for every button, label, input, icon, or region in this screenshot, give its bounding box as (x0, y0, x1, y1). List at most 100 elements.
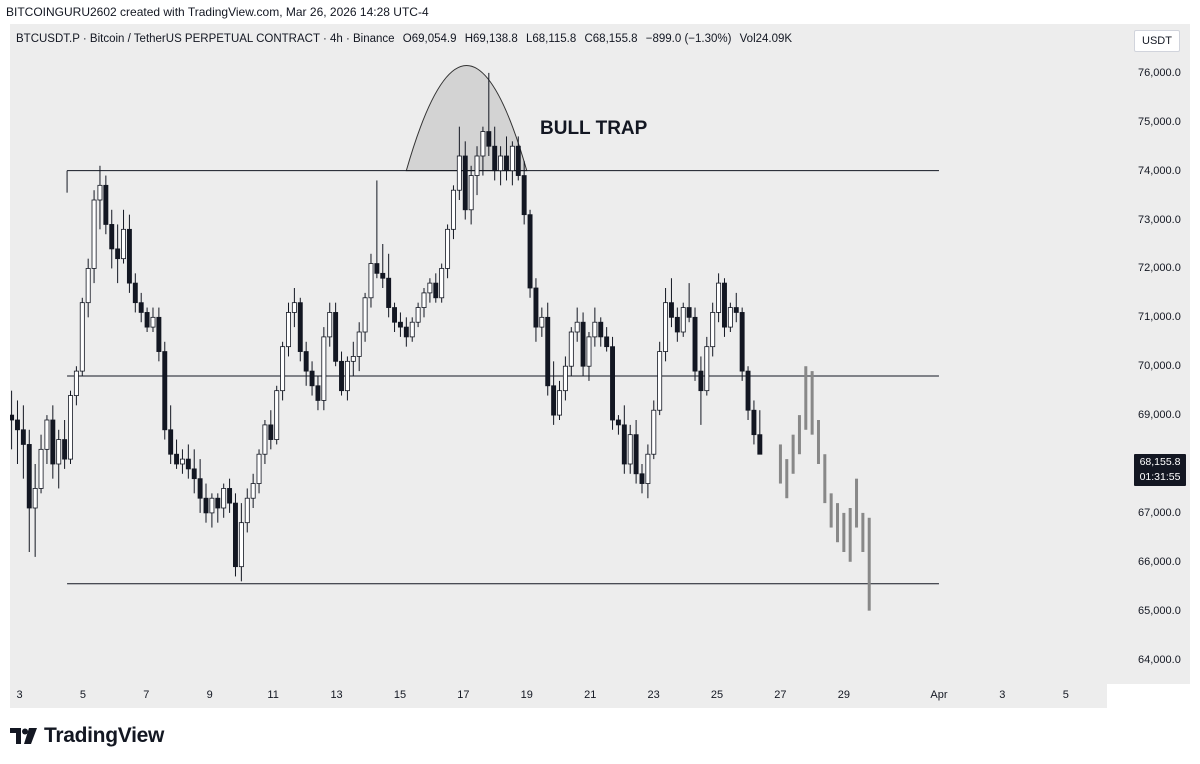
candle-body (179, 458, 185, 465)
projection-bar (861, 512, 865, 552)
time-axis[interactable]: 3 5 7 9 11 13 15 17 19 21 23 25 27 29 Apr 3 5 (10, 684, 1107, 708)
candle-body (38, 448, 44, 489)
candle-body (403, 326, 409, 338)
projection-bar (810, 371, 814, 435)
candle-body (562, 365, 568, 392)
candle-body (250, 483, 256, 499)
candle-body (421, 292, 427, 308)
legend-volume: Vol24.09K (739, 33, 793, 45)
candle-body (115, 248, 121, 260)
candle-body (515, 145, 521, 176)
candle-body (191, 468, 197, 480)
time-tick-label: 21 (584, 689, 597, 701)
projection-bar (816, 420, 820, 464)
time-tick-label: 13 (330, 689, 343, 701)
tradingview-logo[interactable]: TradingView (10, 724, 164, 748)
candle-body (333, 312, 339, 362)
candle-body (633, 434, 639, 475)
candle-body (256, 453, 262, 484)
candle-body (592, 321, 598, 338)
candle-body (727, 307, 733, 328)
time-tick-label: 19 (520, 689, 533, 701)
projection-bar (804, 366, 808, 430)
tradingview-logo-icon (10, 728, 37, 744)
candle-body (197, 478, 203, 499)
candle-body (680, 307, 686, 333)
price-tick-label: 67,000.0 (1138, 506, 1181, 519)
candle-body (545, 316, 551, 387)
candle-body (291, 302, 297, 313)
candle-body (716, 282, 722, 313)
candle-body (533, 287, 539, 328)
candle-body (209, 497, 215, 514)
time-tick-label: 3 (999, 689, 1006, 701)
candle-body (15, 419, 20, 431)
time-tick-label: Apr (930, 689, 948, 701)
candle-body (238, 522, 244, 568)
price-tick-label: 71,000.0 (1138, 311, 1181, 324)
candle-body (397, 321, 403, 328)
price-tick-label: 66,000.0 (1138, 555, 1181, 568)
price-tick-label: 69,000.0 (1138, 409, 1181, 422)
candle-body (698, 370, 704, 392)
candle-body (356, 331, 362, 357)
candle-body (674, 316, 680, 333)
chart-plot-area[interactable]: BULL TRAP BTCUSDT.P · Bitcoin / TetherUS… (10, 24, 1190, 684)
candle-body (427, 282, 433, 294)
bull-trap-dome (405, 65, 528, 172)
legend-symbol: BTCUSDT.P · Bitcoin / TetherUS PERPETUAL… (16, 33, 395, 45)
candle-body (350, 356, 356, 362)
candle-body (733, 307, 739, 313)
legend-high: H69,138.8 (464, 33, 518, 45)
candle-body (374, 263, 380, 274)
candle-body (474, 155, 480, 176)
price-tick-label: 75,000.0 (1138, 115, 1181, 128)
candle-body (751, 409, 757, 436)
time-tick-label: 7 (143, 689, 150, 701)
time-tick-label: 9 (206, 689, 213, 701)
time-tick-label: 25 (710, 689, 724, 701)
candle-body (433, 282, 439, 299)
candle-body (450, 189, 456, 230)
time-tick-label: 15 (393, 689, 407, 701)
projection-bar (836, 503, 840, 543)
candle-body (739, 312, 745, 372)
candle-body (126, 228, 132, 284)
candle-body (144, 312, 150, 328)
candle-body (492, 145, 498, 172)
candle-body (392, 307, 398, 323)
candle-body (262, 424, 268, 455)
candle-body (527, 214, 533, 289)
candle-body (303, 351, 309, 372)
last-price-badge: 68,155.8 01:31:55 (1134, 454, 1186, 486)
candle-body (380, 272, 386, 279)
candle-body (286, 312, 291, 348)
time-tick-label: 23 (647, 689, 660, 701)
price-tick-label: 70,000.0 (1138, 360, 1181, 373)
candle-body (68, 395, 73, 460)
projection-bar (829, 493, 833, 528)
candle-body (339, 360, 344, 392)
candle-body (215, 497, 221, 509)
currency-unit-button[interactable]: USDT (1134, 30, 1180, 52)
candle-body (627, 434, 633, 465)
candle-body (297, 302, 303, 352)
candle-body (504, 155, 509, 172)
symbol-legend: BTCUSDT.P · Bitcoin / TetherUS PERPETUAL… (16, 33, 797, 45)
candle-body (73, 370, 79, 396)
candlestick-chart[interactable]: BULL TRAP (10, 24, 1190, 684)
candle-body (309, 370, 315, 387)
legend-close: C68,155.8 (584, 33, 638, 45)
candle-body (203, 497, 209, 514)
price-tick-label: 73,000.0 (1138, 213, 1181, 226)
candle-body (415, 307, 421, 323)
candle-body (97, 184, 103, 201)
legend-open: O69,054.9 (402, 33, 457, 45)
candle-body (557, 390, 562, 416)
candle-body (509, 145, 515, 172)
legend-low: L68,115.8 (525, 33, 577, 45)
candle-body (79, 302, 85, 372)
candle-body (138, 302, 144, 313)
candle-body (280, 346, 286, 392)
candle-body (468, 175, 474, 211)
